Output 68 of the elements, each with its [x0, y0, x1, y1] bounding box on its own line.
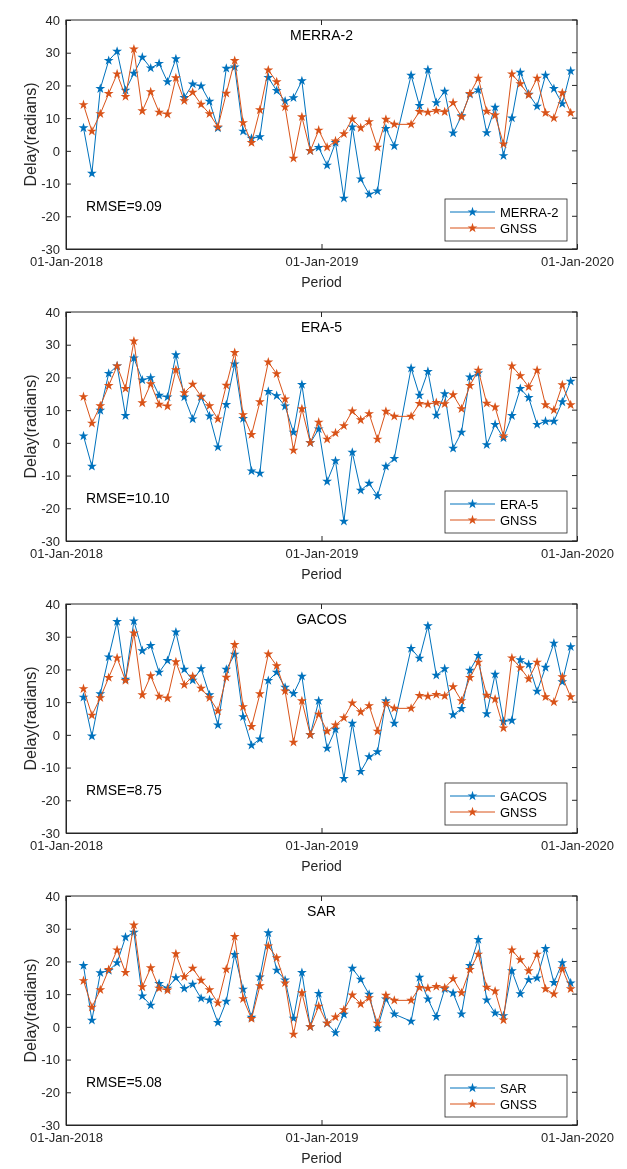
y-tick-label: 30 — [45, 337, 60, 353]
x-tick-label: 01-Jan-2020 — [541, 546, 614, 562]
text: ERA-5 — [300, 319, 343, 335]
annotation: RMSE=8.75 — [86, 782, 163, 798]
y-tick-label: 20 — [45, 662, 60, 678]
legend-label: SAR — [500, 1080, 527, 1096]
y-tick-label: 10 — [45, 402, 60, 418]
y-tick-label: 20 — [45, 370, 60, 386]
legend-label: GNSS — [500, 804, 538, 820]
x-tick-label: 01-Jan-2020 — [541, 838, 614, 854]
legend-label: ERA-5 — [500, 496, 539, 512]
x-tick-label: 01-Jan-2019 — [285, 254, 359, 270]
y-tick-label: 40 — [45, 596, 60, 612]
y-tick-label: 30 — [45, 629, 60, 645]
x-tick-label: 01-Jan-2019 — [285, 1130, 359, 1146]
y-tick-label: -30 — [41, 533, 60, 549]
x-axis-title: Period — [301, 566, 342, 582]
y-tick-label: -10 — [41, 176, 60, 192]
y-tick-label: 40 — [45, 304, 60, 320]
x-axis-title: Period — [301, 1150, 342, 1166]
y-tick-label: -30 — [41, 241, 60, 257]
x-tick-label: 01-Jan-2018 — [30, 254, 103, 270]
annotation: RMSE=5.08 — [86, 1074, 163, 1090]
legend-label: GNSS — [500, 1096, 538, 1112]
x-tick-label: 01-Jan-2019 — [285, 838, 359, 854]
y-tick-label: -30 — [41, 1117, 60, 1133]
y-axis-title: Delay(radians) — [22, 666, 39, 771]
y-tick-label: 40 — [45, 888, 60, 904]
text: MERRA-2 — [289, 27, 354, 43]
y-tick-label: 0 — [52, 727, 60, 743]
x-tick-label: 01-Jan-2018 — [30, 1130, 103, 1146]
y-tick-label: 30 — [45, 921, 60, 937]
y-tick-label: 0 — [52, 1019, 60, 1035]
y-tick-label: 10 — [45, 694, 60, 710]
y-tick-label: -20 — [41, 792, 60, 808]
y-tick-label: -20 — [41, 500, 60, 516]
legend-label: MERRA-2 — [500, 204, 559, 220]
y-tick-label: -30 — [41, 825, 60, 841]
y-tick-label: 0 — [52, 143, 60, 159]
x-axis-title: Period — [301, 274, 342, 290]
x-tick-label: 01-Jan-2020 — [541, 1130, 614, 1146]
y-axis-title: Delay(radians) — [22, 958, 39, 1063]
text: SAR — [307, 903, 336, 919]
annotation: RMSE=10.10 — [86, 490, 170, 506]
y-tick-label: 0 — [52, 435, 60, 451]
legend-label: GNSS — [500, 220, 538, 236]
y-tick-label: 20 — [45, 78, 60, 94]
x-tick-label: 01-Jan-2018 — [30, 546, 103, 562]
legend-label: GNSS — [500, 512, 538, 528]
y-tick-label: 10 — [45, 110, 60, 126]
y-axis-title: Delay(radians) — [22, 374, 39, 479]
y-tick-label: 40 — [45, 12, 60, 28]
text: GACOS — [296, 611, 347, 627]
x-axis-title: Period — [301, 858, 342, 874]
legend-label: GACOS — [500, 788, 548, 804]
y-tick-label: 10 — [45, 986, 60, 1002]
x-tick-label: 01-Jan-2019 — [285, 546, 359, 562]
y-tick-label: -10 — [41, 468, 60, 484]
y-tick-label: -20 — [41, 1084, 60, 1100]
y-tick-label: 20 — [45, 954, 60, 970]
y-tick-label: 30 — [45, 45, 60, 61]
x-tick-label: 01-Jan-2018 — [30, 838, 103, 854]
annotation: RMSE=9.09 — [86, 198, 163, 214]
y-axis-title: Delay(radians) — [22, 82, 39, 187]
x-tick-label: 01-Jan-2020 — [541, 254, 614, 270]
y-tick-label: -10 — [41, 760, 60, 776]
y-tick-label: -10 — [41, 1052, 60, 1068]
y-tick-label: -20 — [41, 208, 60, 224]
